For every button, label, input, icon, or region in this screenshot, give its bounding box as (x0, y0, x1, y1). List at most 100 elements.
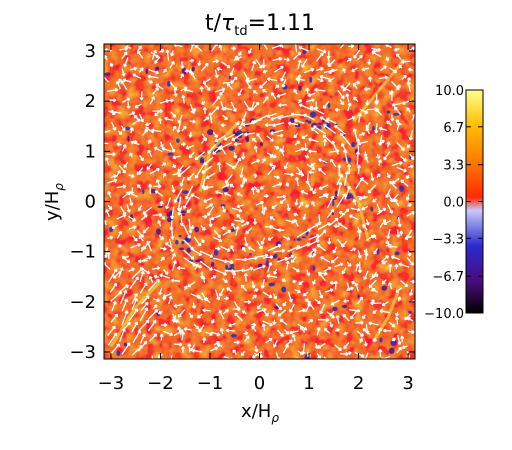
velocity-vector (409, 153, 415, 161)
velocity-vector (326, 50, 331, 60)
velocity-vector (322, 138, 328, 146)
velocity-vector (282, 301, 287, 307)
negative-spot (272, 255, 276, 259)
velocity-vector (273, 175, 280, 180)
negative-spot (206, 129, 214, 136)
velocity-vector (389, 180, 398, 190)
velocity-vector (200, 62, 209, 72)
velocity-vector (184, 68, 190, 74)
velocity-vector (241, 310, 247, 315)
velocity-vector (357, 140, 368, 146)
velocity-vector (254, 345, 259, 353)
velocity-vector (262, 96, 269, 104)
velocity-vector (116, 230, 123, 239)
velocity-vector (180, 331, 186, 341)
velocity-vector (177, 165, 184, 173)
y-tick-label: 0 (85, 192, 96, 213)
velocity-vector (256, 132, 264, 143)
velocity-vector (362, 314, 367, 320)
velocity-vector (368, 279, 377, 289)
velocity-vector (335, 314, 340, 324)
velocity-vector (196, 294, 204, 301)
velocity-vector (335, 328, 340, 333)
velocity-vector (202, 106, 207, 115)
velocity-vector (128, 308, 139, 322)
velocity-vector (385, 56, 390, 62)
velocity-vector (138, 319, 150, 332)
negative-spot (194, 226, 199, 233)
velocity-vector (407, 317, 414, 322)
velocity-vector (251, 159, 261, 165)
velocity-vector (380, 255, 390, 263)
velocity-vector (356, 226, 362, 234)
velocity-vector (383, 219, 392, 225)
velocity-vector (218, 288, 225, 297)
negative-spot (268, 282, 275, 287)
velocity-vector (343, 341, 350, 350)
velocity-vector (248, 48, 253, 54)
velocity-vector (322, 193, 329, 199)
velocity-vector (231, 132, 244, 142)
velocity-vector (149, 167, 160, 175)
velocity-vector (137, 340, 148, 352)
velocity-vector (121, 255, 129, 260)
velocity-vector (176, 196, 182, 212)
velocity-vector (277, 228, 285, 233)
velocity-vector (177, 265, 185, 271)
velocity-vector (399, 230, 404, 236)
velocity-vector (355, 263, 360, 272)
velocity-vector (153, 274, 159, 279)
velocity-vector (171, 260, 177, 271)
velocity-vector (343, 331, 349, 336)
velocity-vector (217, 162, 222, 173)
velocity-vector (110, 313, 119, 323)
velocity-vector (319, 116, 330, 124)
velocity-vector (173, 329, 184, 337)
velocity-vector (200, 271, 205, 279)
x-axis-tick-labels: −3 −2 −1 0 1 2 3 (98, 373, 414, 394)
velocity-vector (330, 158, 337, 168)
velocity-vector (350, 207, 361, 212)
negative-spot (322, 119, 325, 123)
velocity-vector (243, 132, 256, 137)
velocity-vector (272, 56, 283, 61)
velocity-vector (256, 253, 269, 258)
velocity-vector (318, 158, 328, 164)
negative-spot (145, 68, 149, 74)
velocity-vector (261, 323, 266, 332)
velocity-vector (329, 280, 337, 286)
velocity-vector (202, 337, 207, 343)
velocity-vector (129, 152, 133, 158)
velocity-vector (203, 82, 211, 91)
negative-spot (199, 157, 205, 163)
velocity-vector (306, 163, 316, 171)
negative-spot (150, 189, 157, 194)
velocity-vector (253, 264, 266, 271)
velocity-vector (129, 66, 138, 71)
velocity-vector (377, 159, 382, 166)
velocity-vector (173, 188, 183, 204)
velocity-vector (197, 60, 202, 67)
velocity-vector (307, 92, 316, 98)
velocity-vector (274, 145, 280, 150)
velocity-vector (179, 214, 184, 227)
velocity-vector (222, 260, 234, 265)
velocity-vector (132, 235, 138, 242)
velocity-vector (223, 192, 232, 197)
velocity-vector (222, 114, 229, 121)
velocity-vector (155, 179, 161, 187)
negative-spot (388, 347, 395, 354)
velocity-vector (261, 157, 266, 164)
velocity-vector (187, 172, 195, 181)
velocity-vector (213, 236, 223, 243)
velocity-vector (148, 79, 153, 84)
colorbar-tick-label: −6.7 (432, 270, 464, 285)
velocity-vector (162, 172, 167, 178)
velocity-vector (252, 218, 258, 225)
velocity-vector (170, 111, 177, 118)
velocity-vector (120, 125, 126, 132)
velocity-vector (107, 332, 118, 346)
velocity-vector (245, 227, 253, 235)
velocity-vector (273, 248, 286, 253)
negative-spot (386, 110, 391, 114)
